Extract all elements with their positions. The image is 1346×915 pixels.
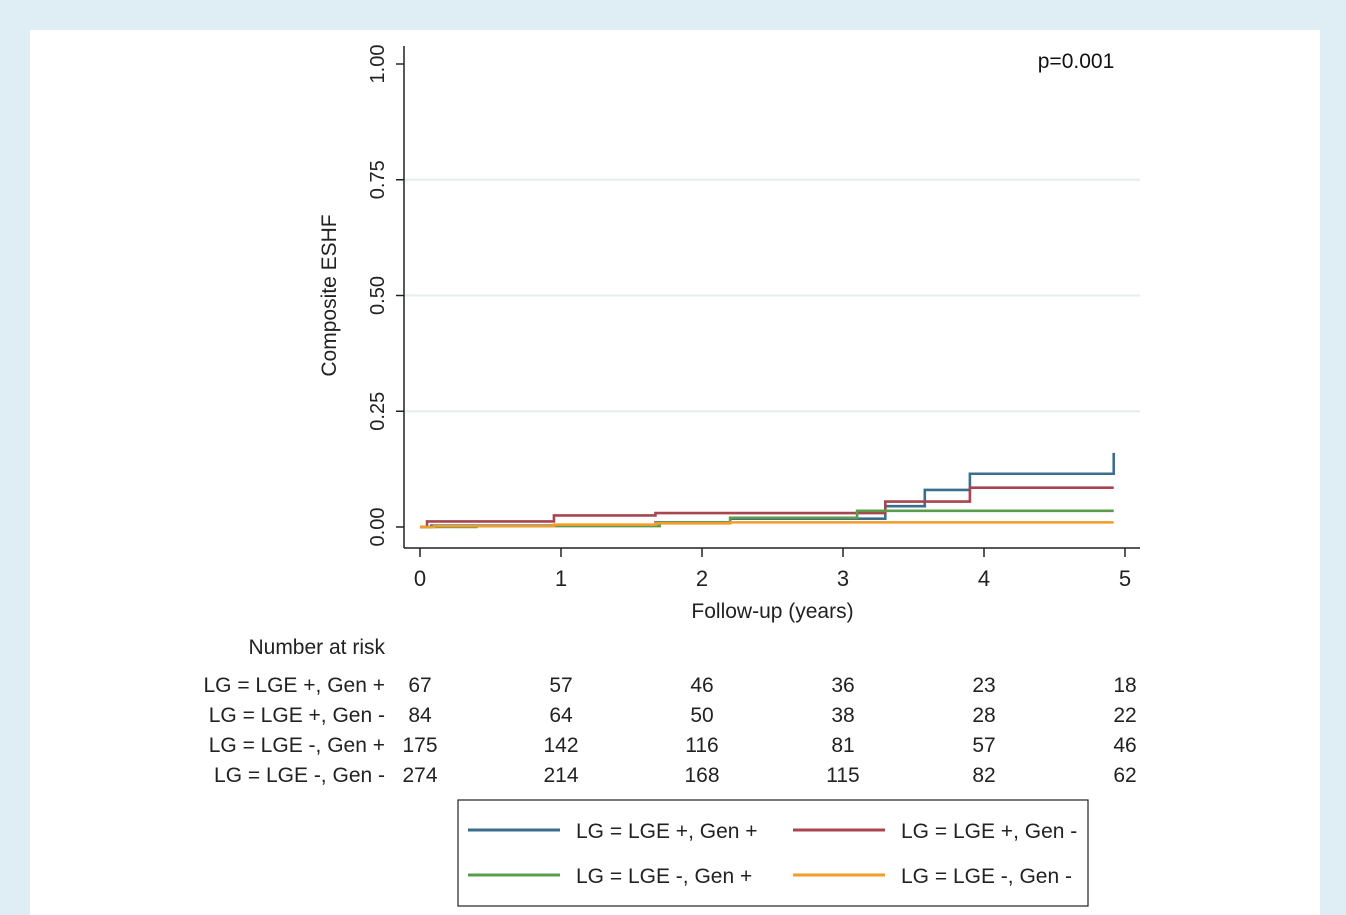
risk-cell: 81 <box>831 734 854 757</box>
legend-label-2: LG = LGE +, Gen - <box>901 820 1077 843</box>
legend-label-4: LG = LGE -, Gen - <box>901 865 1072 888</box>
risk-cell: 57 <box>549 674 572 697</box>
risk-cell: 67 <box>408 674 431 697</box>
legend-box <box>457 799 1089 907</box>
y-tick-label: 1.00 <box>367 45 389 84</box>
risk-cell: 214 <box>543 764 578 787</box>
risk-cell: 82 <box>972 764 995 787</box>
x-tick-label: 4 <box>978 566 990 591</box>
risk-cell: 84 <box>408 704 432 727</box>
risk-cell: 274 <box>402 764 437 787</box>
risk-cell: 38 <box>831 704 854 727</box>
risk-cell: 62 <box>1113 764 1136 787</box>
risk-row-label: LG = LGE -, Gen + <box>209 734 385 757</box>
x-tick-label: 0 <box>414 566 426 591</box>
x-tick-label: 5 <box>1119 566 1131 591</box>
ticks-layer: 0.00 0.25 0.50 0.75 1.00 0 1 2 3 4 5 <box>367 45 1131 591</box>
risk-row-label: LG = LGE +, Gen - <box>209 704 385 727</box>
y-tick-label: 0.50 <box>367 276 389 315</box>
risk-cell: 46 <box>690 674 713 697</box>
chart-panel: 0.00 0.25 0.50 0.75 1.00 0 1 2 3 4 5 Composite ESH… <box>30 30 1320 915</box>
risk-cell: 23 <box>972 674 995 697</box>
risk-cell: 175 <box>402 734 437 757</box>
risk-table-title: Number at risk <box>248 636 385 659</box>
km-chart: 0.000.250.500.751.000 1 2 3 4 5 Composite ESH… <box>203 45 1140 907</box>
risk-row-label: LG = LGE -, Gen - <box>214 764 385 787</box>
risk-row-label: LG = LGE +, Gen + <box>203 674 385 697</box>
series-line-1 <box>420 452 1116 529</box>
risk-cell: 116 <box>685 734 718 757</box>
risk-cell: 22 <box>1113 704 1136 727</box>
axes-layer <box>403 46 1140 549</box>
risk-cell: 50 <box>690 704 713 727</box>
series-layer <box>420 452 1116 529</box>
x-tick-label: 2 <box>696 566 708 591</box>
grid-layer <box>404 178 1140 413</box>
y-tick-label: 0.25 <box>367 392 389 431</box>
risk-cell: 142 <box>543 734 578 757</box>
series-line-2 <box>420 486 1114 529</box>
y-axis-label: Composite ESHF <box>318 214 341 376</box>
risk-table: LG = LGE +, Gen + 67 57 46 36 23 18 LG = LGE +,… <box>203 674 1136 787</box>
x-axis-label: Follow-up (years) <box>691 600 853 623</box>
risk-cell: 46 <box>1113 734 1136 757</box>
risk-cell: 115 <box>826 764 859 787</box>
risk-cell: 168 <box>684 764 719 787</box>
legend-label-1: LG = LGE +, Gen + <box>576 820 758 843</box>
y-tick-label: 0.75 <box>367 160 389 199</box>
p-value-annotation: p=0.001 <box>1038 50 1115 73</box>
legend-label-3: LG = LGE -, Gen + <box>576 865 752 888</box>
y-tick-label: 0.00 <box>367 508 389 547</box>
risk-cell: 64 <box>549 704 573 727</box>
risk-cell: 36 <box>831 674 854 697</box>
risk-cell: 28 <box>972 704 995 727</box>
risk-cell: 57 <box>972 734 995 757</box>
x-tick-label: 3 <box>837 566 849 591</box>
x-tick-label: 1 <box>555 566 567 591</box>
risk-cell: 18 <box>1113 674 1136 697</box>
legend: LG = LGE +, Gen + LG = LGE +, Gen - LG = L… <box>457 799 1089 907</box>
series-line-4 <box>420 521 1114 529</box>
